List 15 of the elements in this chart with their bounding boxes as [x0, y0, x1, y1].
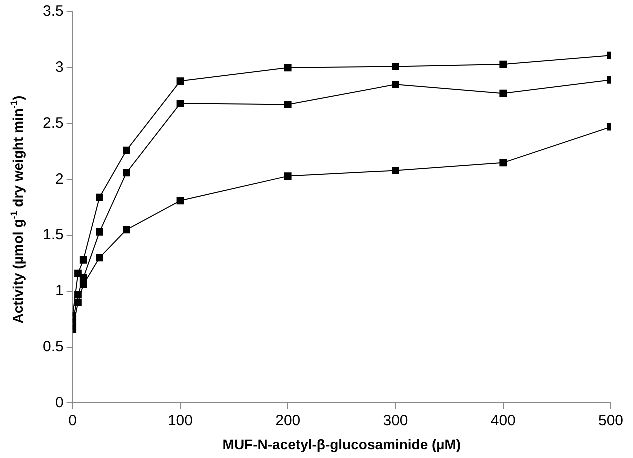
y-tick-label: 0: [56, 394, 64, 412]
x-axis-title: MUF-N-acetyl-β-glucosaminide (µM): [222, 436, 462, 452]
x-tick-label: 200: [276, 412, 301, 430]
x-tick-label: 400: [490, 412, 516, 430]
y-tick-label: 1.5: [42, 226, 64, 244]
y-tick-label: 0.5: [42, 338, 64, 356]
x-tick-label: 0: [68, 412, 78, 430]
y-tick-label: 3.5: [42, 3, 64, 20]
x-tick-label: 300: [383, 412, 408, 430]
y-tick-label: 2.5: [42, 114, 64, 132]
y-tick-label: 1: [56, 282, 64, 300]
y-tick-label: 3: [56, 59, 64, 76]
y-tick-label: 2: [56, 170, 64, 188]
x-tick-label: 500: [598, 412, 624, 430]
x-tick-label: 100: [168, 412, 193, 430]
